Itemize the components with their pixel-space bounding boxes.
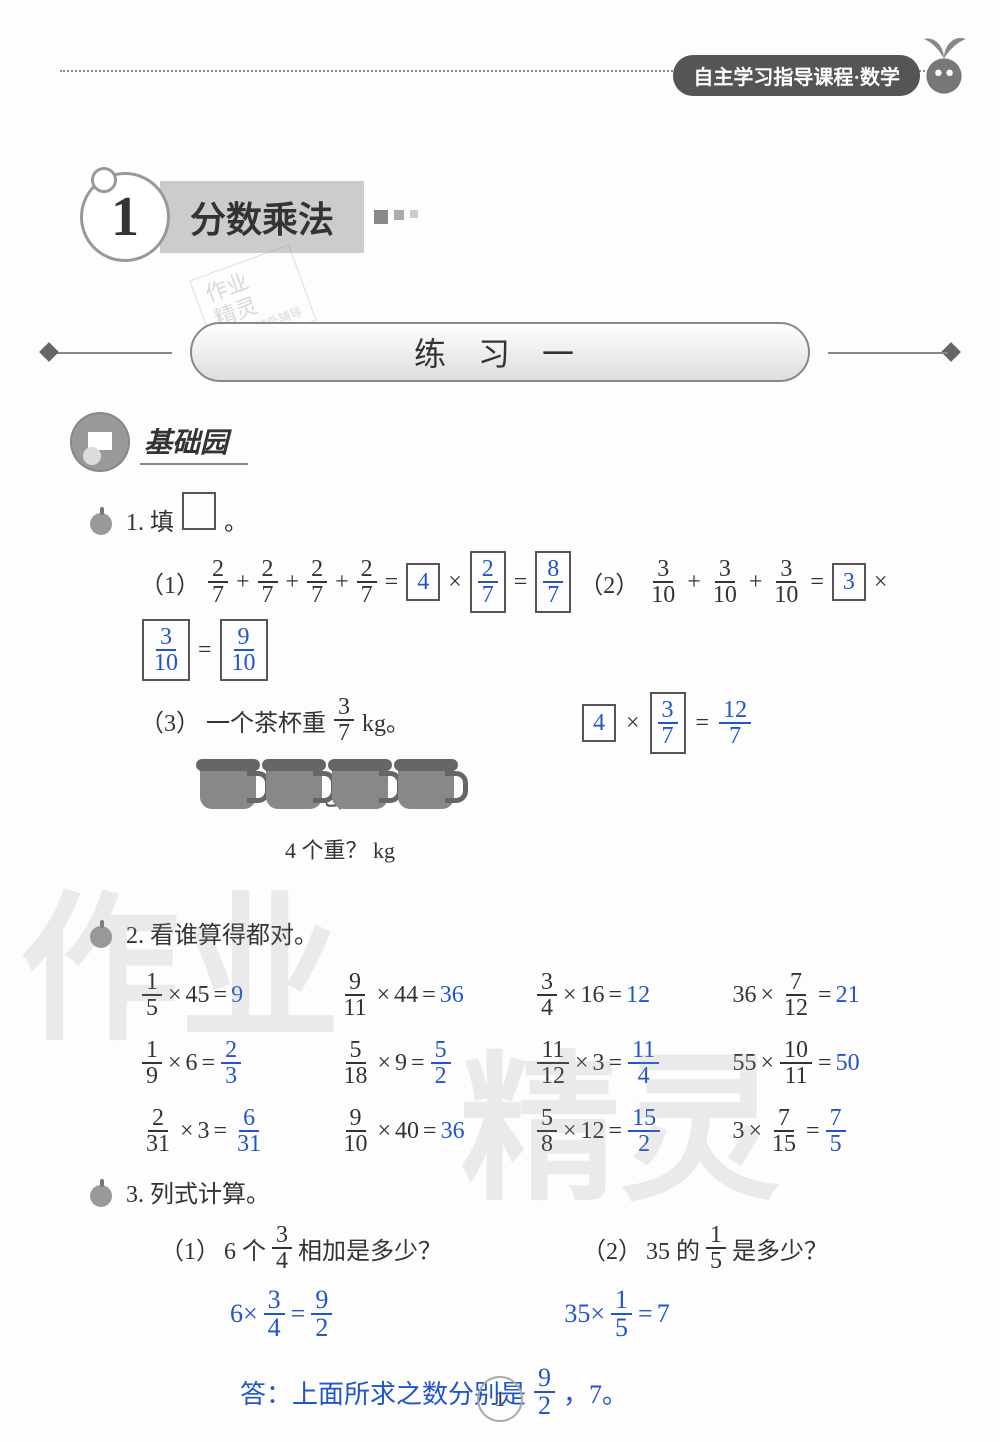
cup-icon bbox=[266, 765, 322, 809]
page: 自主学习指导课程·数学 1 分数乘法 作业 精灵 作业帮校外辅导 练 习 一 基… bbox=[0, 0, 1000, 1442]
sprout-icon bbox=[900, 20, 980, 100]
q1-part1-2: （1） 27 + 27 + 27 + 27 = 4 × 27 = 87 （2） … bbox=[140, 551, 940, 681]
cup-icon bbox=[332, 765, 388, 809]
q1-part3-equation: 4 × 37 = 127 bbox=[580, 692, 753, 754]
q1-part3-text: （3） 一个茶杯重 37 kg。 bbox=[140, 695, 940, 745]
q3-title: 3. 列式计算。 bbox=[90, 1174, 940, 1209]
cups-illustration bbox=[200, 765, 940, 809]
q2-grid: 15×45=9 911×44=36 34×16=12 36×712=21 19×6=23… bbox=[140, 970, 900, 1156]
q2-cell: 911×44=36 bbox=[338, 970, 506, 1020]
answer-box: 3 bbox=[832, 563, 866, 601]
q2-cell: 36×712=21 bbox=[733, 970, 901, 1020]
q2-cell: 910×40=36 bbox=[338, 1106, 506, 1156]
q2-cell: 231×3=631 bbox=[140, 1106, 308, 1156]
q3-work: 6× 34 = 92 35× 15 = 7 bbox=[230, 1287, 940, 1341]
answer-box: 910 bbox=[220, 619, 268, 681]
pixel-trail-icon bbox=[374, 210, 418, 224]
q2-cell: 19×6=23 bbox=[140, 1038, 308, 1088]
apple-bullet-icon bbox=[90, 926, 112, 948]
q2-cell: 3×715=75 bbox=[733, 1106, 901, 1156]
q3-questions: （1） 6 个 34 相加是多少？ （2） 35 的 15 是多少？ bbox=[160, 1223, 940, 1273]
q2-cell: 58×12=152 bbox=[535, 1106, 703, 1156]
brace-icon: ︸ bbox=[200, 809, 480, 827]
answer-box: 87 bbox=[535, 551, 571, 613]
practice-title-banner: 练 习 一 bbox=[190, 322, 810, 382]
diamond-icon bbox=[39, 342, 59, 362]
page-number: 1 bbox=[477, 1376, 523, 1422]
cup-icon bbox=[200, 765, 256, 809]
answer-box: 4 bbox=[582, 704, 616, 742]
q3-p1-work: 6× 34 = 92 bbox=[230, 1287, 334, 1341]
section-basic-label: 基础园 bbox=[140, 419, 248, 465]
q3-p2-work: 35× 15 = 7 bbox=[564, 1287, 669, 1341]
mascot-icon bbox=[70, 412, 130, 472]
apple-bullet-icon bbox=[90, 513, 112, 535]
apple-bullet-icon bbox=[90, 1185, 112, 1207]
q2-cell: 1112×3=114 bbox=[535, 1038, 703, 1088]
practice-title: 练 习 一 bbox=[414, 329, 586, 375]
q3-p1: （1） 6 个 34 相加是多少？ bbox=[160, 1223, 442, 1273]
cup-icon bbox=[398, 765, 454, 809]
q2-cell: 34×16=12 bbox=[535, 970, 703, 1020]
q2-cell: 518×9=52 bbox=[338, 1038, 506, 1088]
header-banner: 自主学习指导课程·数学 bbox=[673, 55, 920, 96]
chapter-number: 1 bbox=[80, 172, 170, 262]
q3-p2: （2） 35 的 15 是多少？ bbox=[582, 1223, 828, 1273]
q2-cell: 55×1011=50 bbox=[733, 1038, 901, 1088]
answer-box: 27 bbox=[470, 551, 506, 613]
answer-box: 37 bbox=[650, 692, 686, 754]
section-basic-badge: 基础园 bbox=[70, 412, 940, 472]
answer-box: 310 bbox=[142, 619, 190, 681]
q2-cell: 15×45=9 bbox=[140, 970, 308, 1020]
answer-box: 4 bbox=[406, 563, 440, 601]
q1-title: 1. 填 。 bbox=[90, 492, 940, 537]
blank-box-icon bbox=[182, 492, 216, 530]
brace-label: 4 个重？ kg bbox=[200, 833, 480, 865]
diamond-icon bbox=[941, 342, 961, 362]
chapter-badge: 1 分数乘法 bbox=[80, 172, 940, 262]
chapter-title: 分数乘法 bbox=[160, 181, 364, 253]
q2-title: 2. 看谁算得都对。 bbox=[90, 915, 940, 950]
q3-answer: 答：上面所求之数分别是 92 ，7。 bbox=[240, 1365, 940, 1419]
